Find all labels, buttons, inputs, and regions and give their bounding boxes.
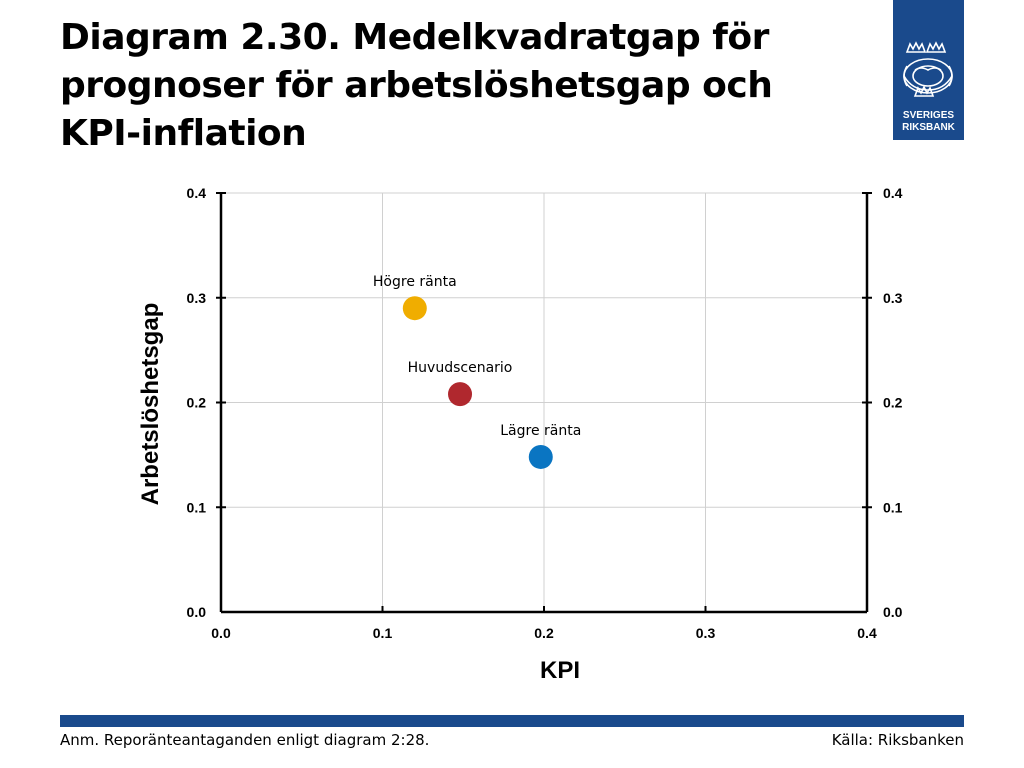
riksbank-crest-icon: SVERIGES RIKSBANK (902, 41, 956, 133)
x-tick-label: 0.2 (534, 625, 554, 641)
y-tick-label-right: 0.4 (883, 185, 903, 201)
y-tick-label-left: 0.3 (187, 290, 207, 306)
x-tick-label: 0.3 (696, 625, 716, 641)
y-axis-title: Arbetslöshetsgap (137, 303, 164, 506)
data-points: Högre ränta Huvudscenario Lägre ränta (373, 274, 581, 469)
x-tick-label: 0.1 (373, 625, 393, 641)
data-point-label: Lägre ränta (500, 423, 581, 439)
footnote: Anm. Reporänteantaganden enligt diagram … (60, 731, 430, 749)
x-axis-title: KPI (540, 657, 580, 684)
y-tick-label-left: 0.0 (187, 604, 207, 620)
grid (221, 192, 867, 612)
y-tick-label-right: 0.1 (883, 499, 903, 515)
data-point-label: Högre ränta (373, 274, 457, 290)
source-note: Källa: Riksbanken (831, 731, 964, 749)
data-point (528, 444, 553, 469)
y-tick-label-right: 0.2 (883, 395, 903, 411)
data-point (402, 296, 427, 321)
axes (216, 192, 872, 614)
y-tick-label-left: 0.2 (187, 395, 207, 411)
riksbank-logo: SVERIGES RIKSBANK (893, 0, 964, 140)
y-tick-label-left: 0.1 (187, 499, 207, 515)
data-point-label: Huvudscenario (408, 360, 513, 376)
tick-labels: 0.0 0.1 0.2 0.3 0.40.0 0.00.1 0.10.2 0.20.3 0.30… (187, 185, 903, 641)
footer-rule (60, 715, 964, 727)
x-tick-label: 0.4 (857, 625, 877, 641)
y-tick-label-right: 0.0 (883, 604, 903, 620)
scatter-chart: 0.0 0.1 0.2 0.3 0.40.0 0.00.1 0.10.2 0.20.3 0.30… (137, 185, 903, 684)
logo-line2: RIKSBANK (902, 122, 956, 133)
y-tick-label-right: 0.3 (883, 290, 903, 306)
y-tick-label-left: 0.4 (187, 185, 207, 201)
x-tick-label: 0.0 (211, 625, 231, 641)
logo-line1: SVERIGES (903, 110, 954, 121)
data-point (448, 382, 473, 407)
page-title: Diagram 2.30. Medelkvadratgap för progno… (60, 17, 773, 154)
